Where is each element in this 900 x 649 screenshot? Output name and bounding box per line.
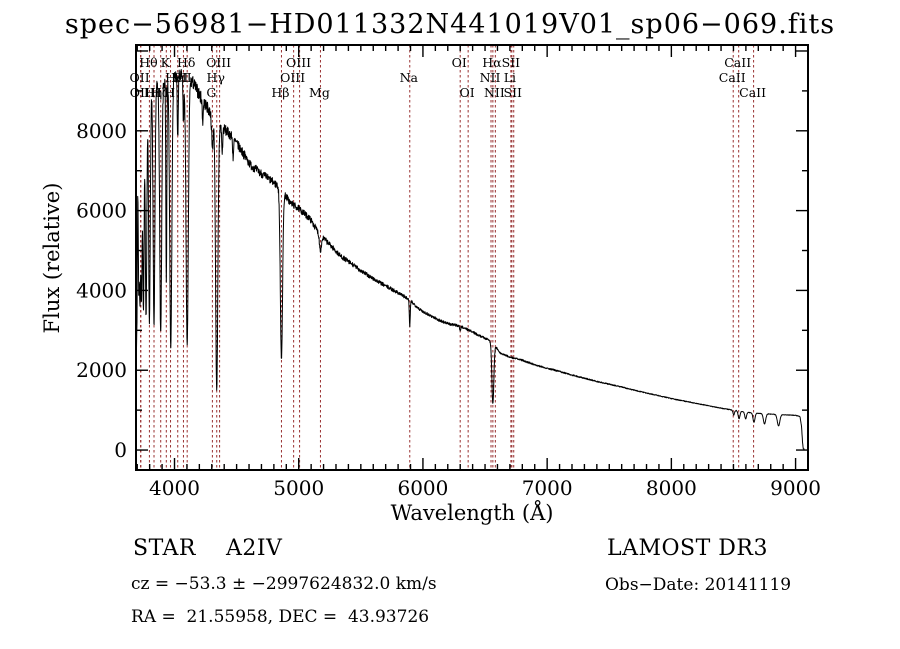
svg-text:Hζ: Hζ <box>151 85 169 100</box>
svg-text:OII: OII <box>130 85 150 100</box>
svg-text:7000: 7000 <box>522 476 573 500</box>
svg-text:G: G <box>206 85 216 100</box>
svg-text:Hα: Hα <box>482 55 502 70</box>
svg-text:SII: SII <box>504 85 523 100</box>
svg-text:8000: 8000 <box>646 476 697 500</box>
svg-text:OII: OII <box>130 70 150 85</box>
svg-text:9000: 9000 <box>770 476 821 500</box>
svg-text:Li: Li <box>504 70 516 85</box>
object-class-text: STAR A2IV <box>133 536 283 561</box>
page-title: spec−56981−HD011332N441019V01_sp06−069.f… <box>64 9 836 40</box>
svg-text:Hθ: Hθ <box>139 55 157 70</box>
axis-ticks <box>136 45 809 470</box>
svg-text:6000: 6000 <box>76 199 127 223</box>
svg-text:Hβ: Hβ <box>271 85 289 100</box>
plot-frame <box>135 44 809 471</box>
svg-text:OI: OI <box>452 55 467 70</box>
svg-text:OIII: OIII <box>286 55 311 70</box>
cz-velocity-text: cz = −53.3 ± −2997624832.0 km/s <box>131 574 437 594</box>
svg-text:OI: OI <box>460 85 475 100</box>
svg-text:Na: Na <box>400 70 419 85</box>
svg-text:4000: 4000 <box>149 476 200 500</box>
tick-labels: 4000 5000 6000 7000 8000 9000 0 2000 4000 6000 800… <box>76 119 821 500</box>
svg-text:2000: 2000 <box>76 358 127 382</box>
svg-text:NII: NII <box>484 85 505 100</box>
svg-text:NII: NII <box>480 70 501 85</box>
svg-text:H: H <box>164 85 175 100</box>
svg-text:6000: 6000 <box>397 476 448 500</box>
ra-dec-text: RA = 21.55958, DEC = 43.93726 <box>131 607 430 627</box>
spectral-line-markers <box>140 45 755 470</box>
svg-text:5000: 5000 <box>273 476 324 500</box>
svg-text:OIII: OIII <box>280 70 305 85</box>
svg-text:Hγ: Hγ <box>207 70 225 85</box>
svg-text:K: K <box>161 55 171 70</box>
survey-release-text: LAMOST DR3 <box>607 536 768 561</box>
svg-text:4000: 4000 <box>76 278 127 302</box>
x-axis-label: Wavelength (Å) <box>390 501 554 525</box>
svg-text:Hδ: Hδ <box>177 55 195 70</box>
svg-text:0: 0 <box>114 438 127 462</box>
svg-text:Mg: Mg <box>309 85 330 100</box>
svg-text:OIII: OIII <box>206 55 231 70</box>
svg-text:8000: 8000 <box>76 119 127 143</box>
obs-date-text: Obs−Date: 20141119 <box>605 575 792 595</box>
svg-text:CaII: CaII <box>739 85 766 100</box>
svg-text:CaII: CaII <box>719 70 746 85</box>
svg-text:SII: SII <box>502 55 521 70</box>
svg-text:CaII: CaII <box>724 55 751 70</box>
spectrum-curve <box>135 69 805 450</box>
